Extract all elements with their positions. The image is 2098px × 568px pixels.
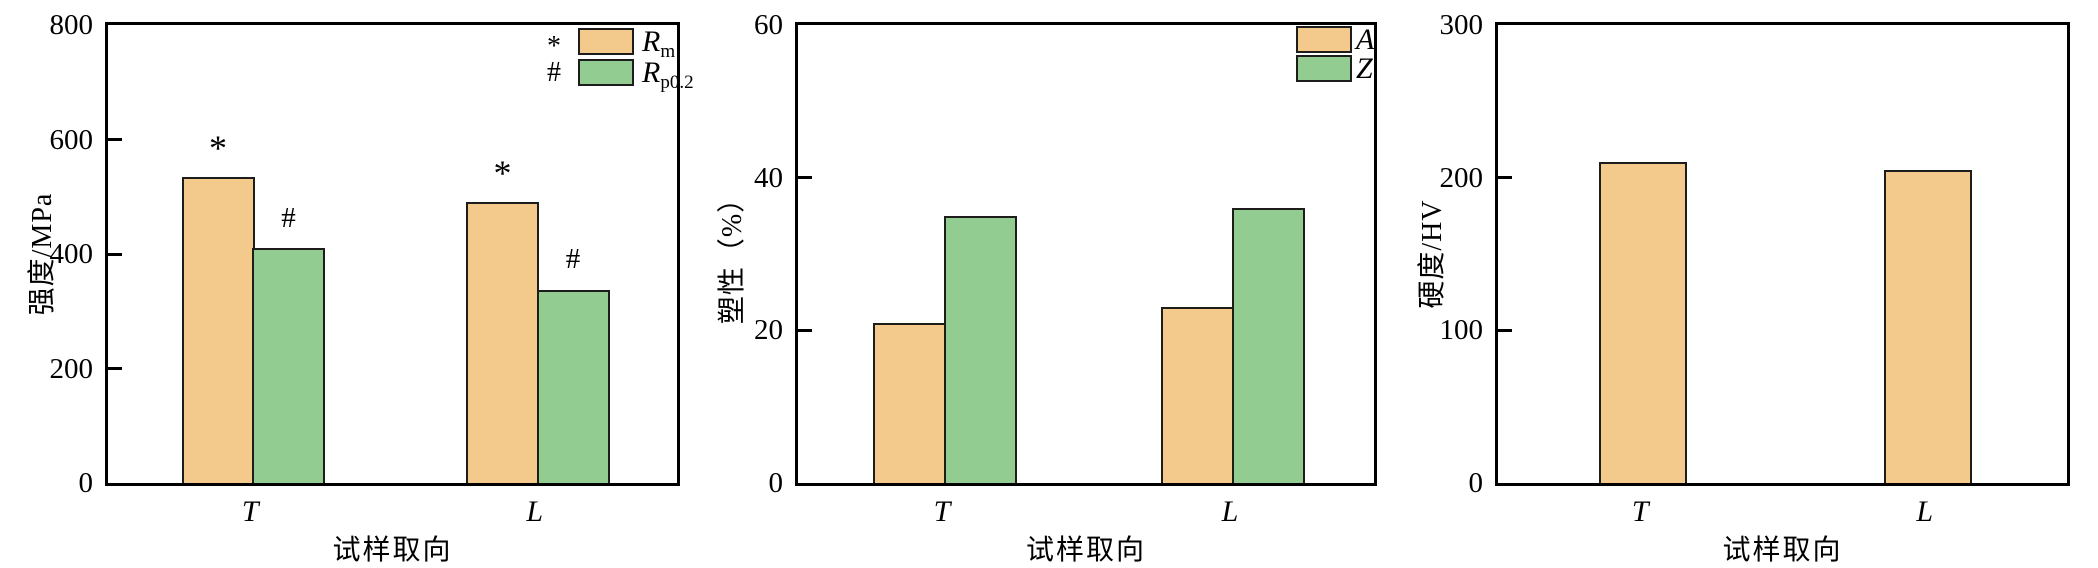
y-tick-label: 60 [754, 9, 783, 41]
x-axis-label: 试样取向 [1722, 535, 1843, 566]
y-axis-label: 塑性（%） [717, 183, 748, 325]
plasticity-bar-Z-T [943, 215, 1017, 483]
y-tick-label: 0 [1468, 467, 1484, 499]
x-tick-label: L [526, 495, 544, 528]
y-tick-mark [1498, 176, 1512, 180]
y-axis-label: 强度/MPa [27, 192, 58, 316]
hardness-plot-area [1495, 22, 2070, 486]
x-tick-label: T [241, 495, 259, 528]
y-tick-mark [108, 367, 122, 370]
hardness-bar-HV-L [1883, 170, 1972, 483]
significance-marker: # [565, 243, 581, 276]
legend-label: Rp0.2 [642, 56, 694, 94]
strength-bar-Rm-L [466, 202, 539, 483]
x-tick-label: L [1916, 495, 1934, 528]
strength-bar-Rp0.2-L [536, 289, 610, 483]
y-axis-label: 硬度/HV [1417, 199, 1448, 309]
legend-marker: # [547, 57, 561, 88]
y-tick-mark [1498, 328, 1512, 332]
legend-swatch [1296, 55, 1352, 82]
legend-swatch [1296, 26, 1352, 53]
y-tick-label: 0 [768, 467, 784, 499]
plasticity-bar-A-T [873, 322, 947, 483]
y-tick-label: 200 [1439, 161, 1484, 194]
x-axis-label: 试样取向 [332, 535, 453, 566]
y-tick-mark [798, 176, 812, 180]
legend-label: A [1356, 23, 1375, 56]
y-tick-mark [108, 138, 122, 141]
strength-bar-Rp0.2-T [252, 248, 325, 483]
legend-swatch [578, 28, 634, 55]
significance-marker: * [209, 127, 227, 168]
y-tick-label: 100 [1439, 314, 1484, 347]
hardness-bar-HV-T [1599, 162, 1688, 483]
y-tick-label: 20 [754, 314, 783, 347]
significance-marker: # [281, 202, 296, 235]
plasticity-bar-A-L [1161, 307, 1235, 483]
significance-marker: * [493, 153, 512, 194]
y-tick-label: 800 [49, 9, 94, 41]
legend-marker: * [547, 31, 561, 62]
x-axis-label: 试样取向 [1025, 535, 1146, 566]
x-tick-label: L [1221, 495, 1239, 528]
legend-label: Z [1356, 52, 1373, 85]
y-tick-label: 0 [78, 467, 94, 499]
legend-label: Rm [642, 25, 676, 63]
x-tick-label: T [933, 495, 951, 528]
y-tick-mark [798, 328, 812, 332]
y-tick-label: 40 [754, 161, 783, 194]
y-tick-mark [108, 252, 122, 256]
strength-bar-Rm-T [181, 176, 255, 483]
y-tick-label: 600 [49, 123, 94, 156]
plasticity-bar-Z-L [1231, 208, 1305, 483]
strength-plot-area: * # * # * Rm # Rp0.2 [105, 22, 694, 486]
y-tick-label: 300 [1439, 9, 1484, 41]
y-tick-label: 400 [49, 238, 94, 270]
legend-swatch [578, 59, 634, 86]
x-tick-label: T [1631, 495, 1649, 528]
y-tick-label: 200 [49, 352, 94, 385]
